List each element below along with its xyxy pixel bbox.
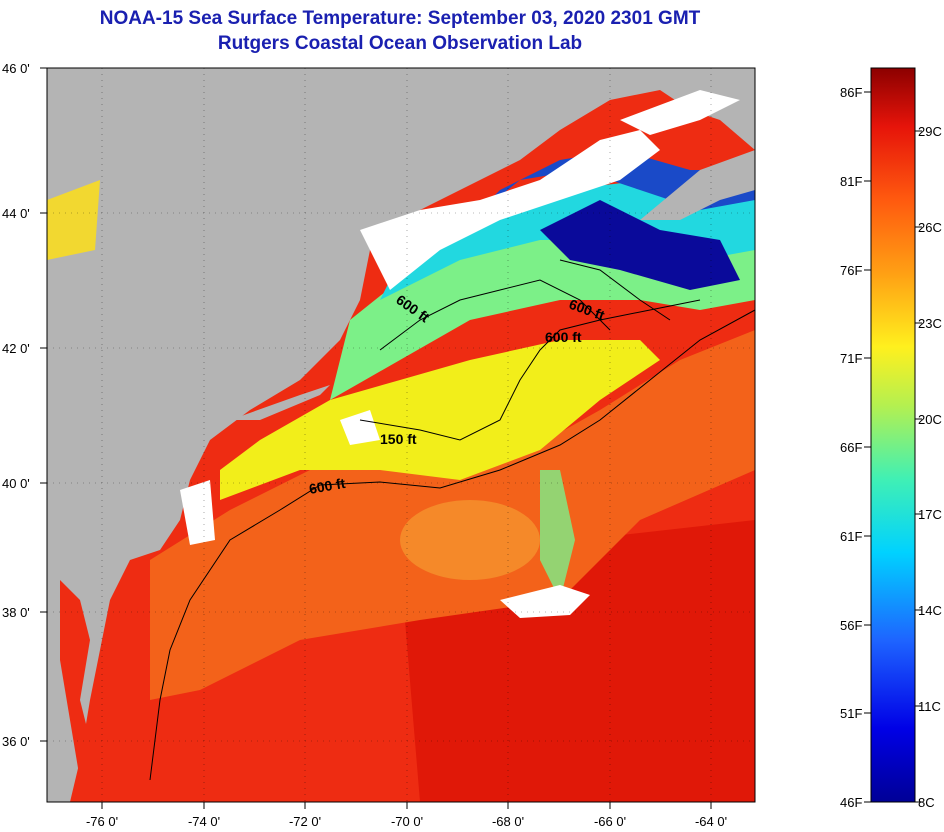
cloud-bay-of-fundy xyxy=(620,90,740,135)
lake-warm-patch xyxy=(47,180,100,260)
bathymetry-contours xyxy=(149,259,755,781)
cb-f-76: 76F xyxy=(840,263,862,278)
ocean-yellow-water xyxy=(220,340,660,500)
lat-label-44: 44 0' xyxy=(2,206,30,221)
lon-label-72: -72 0' xyxy=(289,814,321,829)
cb-c-11: 11C xyxy=(918,699,941,714)
axis-ticks xyxy=(40,67,712,809)
contour-label-150ft: 150 ft xyxy=(380,431,417,447)
cb-f-61: 61F xyxy=(840,529,862,544)
lat-label-42: 42 0' xyxy=(2,341,30,356)
contour-label-600ft-c: 600 ft xyxy=(545,329,582,345)
cloud-offshore xyxy=(500,585,590,618)
lat-label-36: 36 0' xyxy=(2,734,30,749)
land-nova-scotia xyxy=(640,150,755,220)
cb-f-66: 66F xyxy=(840,440,862,455)
cb-c-14: 14C xyxy=(918,603,942,618)
lon-label-66: -66 0' xyxy=(594,814,626,829)
cb-c-23: 23C xyxy=(918,316,942,331)
lon-label-64: -64 0' xyxy=(695,814,727,829)
ocean-navy-water xyxy=(540,200,740,290)
cb-f-71: 71F xyxy=(840,351,862,366)
graticule xyxy=(47,68,755,802)
cloud-south-of-li xyxy=(340,410,380,445)
map-imagery xyxy=(47,68,755,802)
cb-f-56: 56F xyxy=(840,618,862,633)
cold-filament xyxy=(540,470,575,600)
lat-label-46: 46 0' xyxy=(2,61,30,76)
lon-label-74: -74 0' xyxy=(188,814,220,829)
warm-eddy xyxy=(400,500,540,580)
map-frame xyxy=(46,67,756,803)
cb-f-46: 46F xyxy=(840,795,862,810)
title-line-2: Rutgers Coastal Ocean Observation Lab xyxy=(217,33,583,54)
cb-c-26: 26C xyxy=(918,220,942,235)
cb-c-8: 8C xyxy=(918,795,935,810)
cb-f-86: 86F xyxy=(840,85,862,100)
land-mass xyxy=(47,68,755,802)
lat-label-40: 40 0' xyxy=(2,476,30,491)
lon-label-76: -76 0' xyxy=(86,814,118,829)
cb-f-81: 81F xyxy=(840,174,862,189)
lat-label-38: 38 0' xyxy=(2,605,30,620)
land-long-island xyxy=(230,385,330,420)
lon-label-70: -70 0' xyxy=(391,814,423,829)
chesapeake-bay xyxy=(60,580,95,780)
lon-label-68: -68 0' xyxy=(492,814,524,829)
cb-c-29: 29C xyxy=(918,124,942,139)
cb-c-17: 17C xyxy=(918,507,942,522)
cloud-coastal-maine xyxy=(360,130,660,290)
cloud-new-jersey xyxy=(180,480,215,545)
title-line-1: NOAA-15 Sea Surface Temperature: Septemb… xyxy=(99,8,701,29)
colorbar-ticks xyxy=(864,91,922,803)
cb-c-20: 20C xyxy=(918,412,942,427)
contour-label-600ft-d: 600 ft xyxy=(308,475,347,497)
colorbar xyxy=(870,67,916,803)
cb-f-51: 51F xyxy=(840,706,862,721)
